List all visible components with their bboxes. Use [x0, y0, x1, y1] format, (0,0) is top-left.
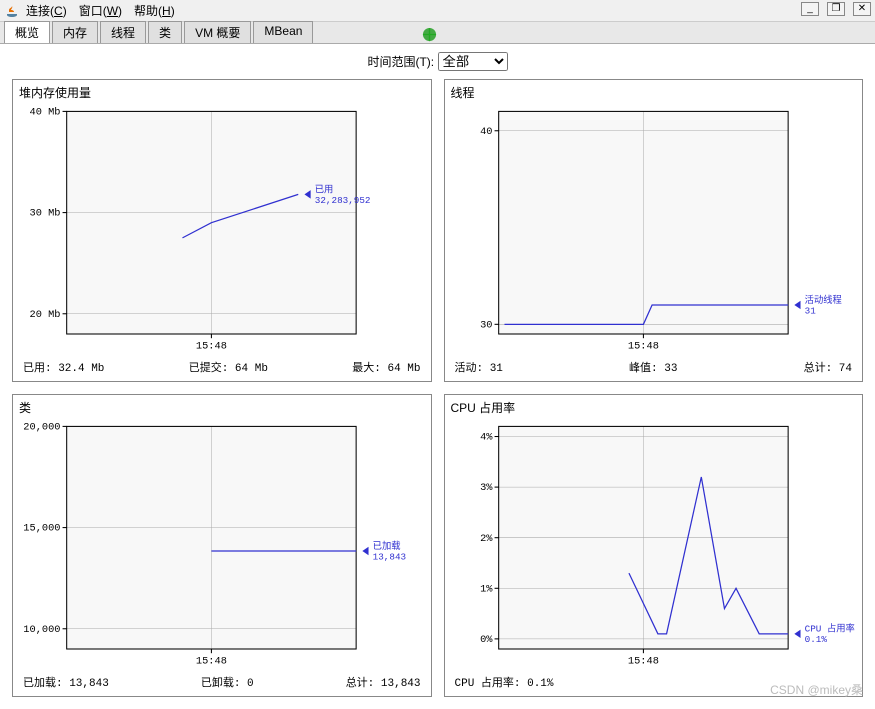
svg-text:30: 30	[480, 319, 492, 331]
svg-text:40 Mb: 40 Mb	[29, 106, 60, 118]
svg-text:15:48: 15:48	[196, 656, 227, 668]
panel-threads: 线程 30 40 15:48 活动线程31 活动: 31峰值: 33总计: 74	[444, 79, 864, 382]
svg-text:CPU 占用率: CPU 占用率	[804, 623, 854, 635]
svg-text:32,283,952: 32,283,952	[315, 195, 371, 206]
close-button[interactable]: ✕	[853, 2, 871, 16]
svg-text:1%: 1%	[480, 583, 493, 595]
panel-stats: 活动: 31峰值: 33总计: 74	[447, 355, 861, 379]
panel-stats: CPU 占用率: 0.1%	[447, 670, 861, 694]
svg-text:20 Mb: 20 Mb	[29, 309, 60, 321]
menu-window[interactable]: 窗口(W)	[79, 2, 122, 19]
panel-heap: 堆内存使用量 20 Mb 30 Mb 40 Mb 15:48 已用32,283,952 已用…	[12, 79, 432, 382]
svg-text:4%: 4%	[480, 432, 493, 444]
svg-text:0.1%: 0.1%	[804, 634, 827, 645]
panel-title: 线程	[447, 82, 861, 103]
svg-text:13,843: 13,843	[373, 551, 407, 562]
menubar: 连接(C) 窗口(W) 帮助(H) _ ❐ ✕	[0, 0, 875, 22]
window-controls: _ ❐ ✕	[801, 2, 871, 16]
panel-title: 堆内存使用量	[15, 82, 429, 103]
chart: 0% 1% 2% 3% 4% 15:48 CPU 占用率0.1%	[447, 418, 861, 670]
time-range-label: 时间范围(T):	[367, 55, 434, 69]
menu-connection[interactable]: 连接(C)	[26, 2, 67, 19]
charts-grid: 堆内存使用量 20 Mb 30 Mb 40 Mb 15:48 已用32,283,952 已用…	[0, 79, 875, 709]
chart: 10,000 15,000 20,000 15:48 已加载13,843	[15, 418, 429, 670]
svg-text:15:48: 15:48	[627, 656, 658, 668]
svg-text:15,000: 15,000	[23, 523, 60, 535]
svg-text:30 Mb: 30 Mb	[29, 208, 60, 220]
svg-text:2%: 2%	[480, 533, 493, 545]
tabbar: 概览内存线程类VM 概要MBean	[0, 22, 875, 44]
svg-text:10,000: 10,000	[23, 624, 60, 636]
time-range-bar: 时间范围(T): 全部	[0, 44, 875, 79]
svg-text:31: 31	[804, 305, 816, 316]
chart: 30 40 15:48 活动线程31	[447, 103, 861, 355]
panel-stats: 已用: 32.4 Mb已提交: 64 Mb最大: 64 Mb	[15, 355, 429, 379]
svg-text:0%: 0%	[480, 634, 493, 646]
chart: 20 Mb 30 Mb 40 Mb 15:48 已用32,283,952	[15, 103, 429, 355]
svg-text:3%: 3%	[480, 482, 493, 494]
svg-text:已加载: 已加载	[373, 540, 401, 552]
time-range-select[interactable]: 全部	[438, 52, 508, 71]
svg-text:40: 40	[480, 126, 492, 138]
svg-text:15:48: 15:48	[627, 341, 658, 353]
maximize-button[interactable]: ❐	[827, 2, 845, 16]
minimize-button[interactable]: _	[801, 2, 819, 16]
connection-icon	[0, 24, 867, 45]
panel-cpu: CPU 占用率0%1%2%3%4%15:48CPU 占用率0.1%CPU 占用率…	[444, 394, 864, 697]
panel-classes: 类 10,000 15,000 20,000 15:48 已加载13,843 已加载: 13…	[12, 394, 432, 697]
menu-help[interactable]: 帮助(H)	[134, 2, 175, 19]
svg-text:活动线程: 活动线程	[804, 294, 841, 306]
panel-title: 类	[15, 397, 429, 418]
svg-text:20,000: 20,000	[23, 421, 60, 433]
panel-title: CPU 占用率	[447, 397, 861, 418]
panel-stats: 已加载: 13,843已卸载: 0总计: 13,843	[15, 670, 429, 694]
java-icon	[4, 3, 20, 19]
svg-text:已用: 已用	[315, 184, 334, 195]
svg-text:15:48: 15:48	[196, 341, 227, 353]
